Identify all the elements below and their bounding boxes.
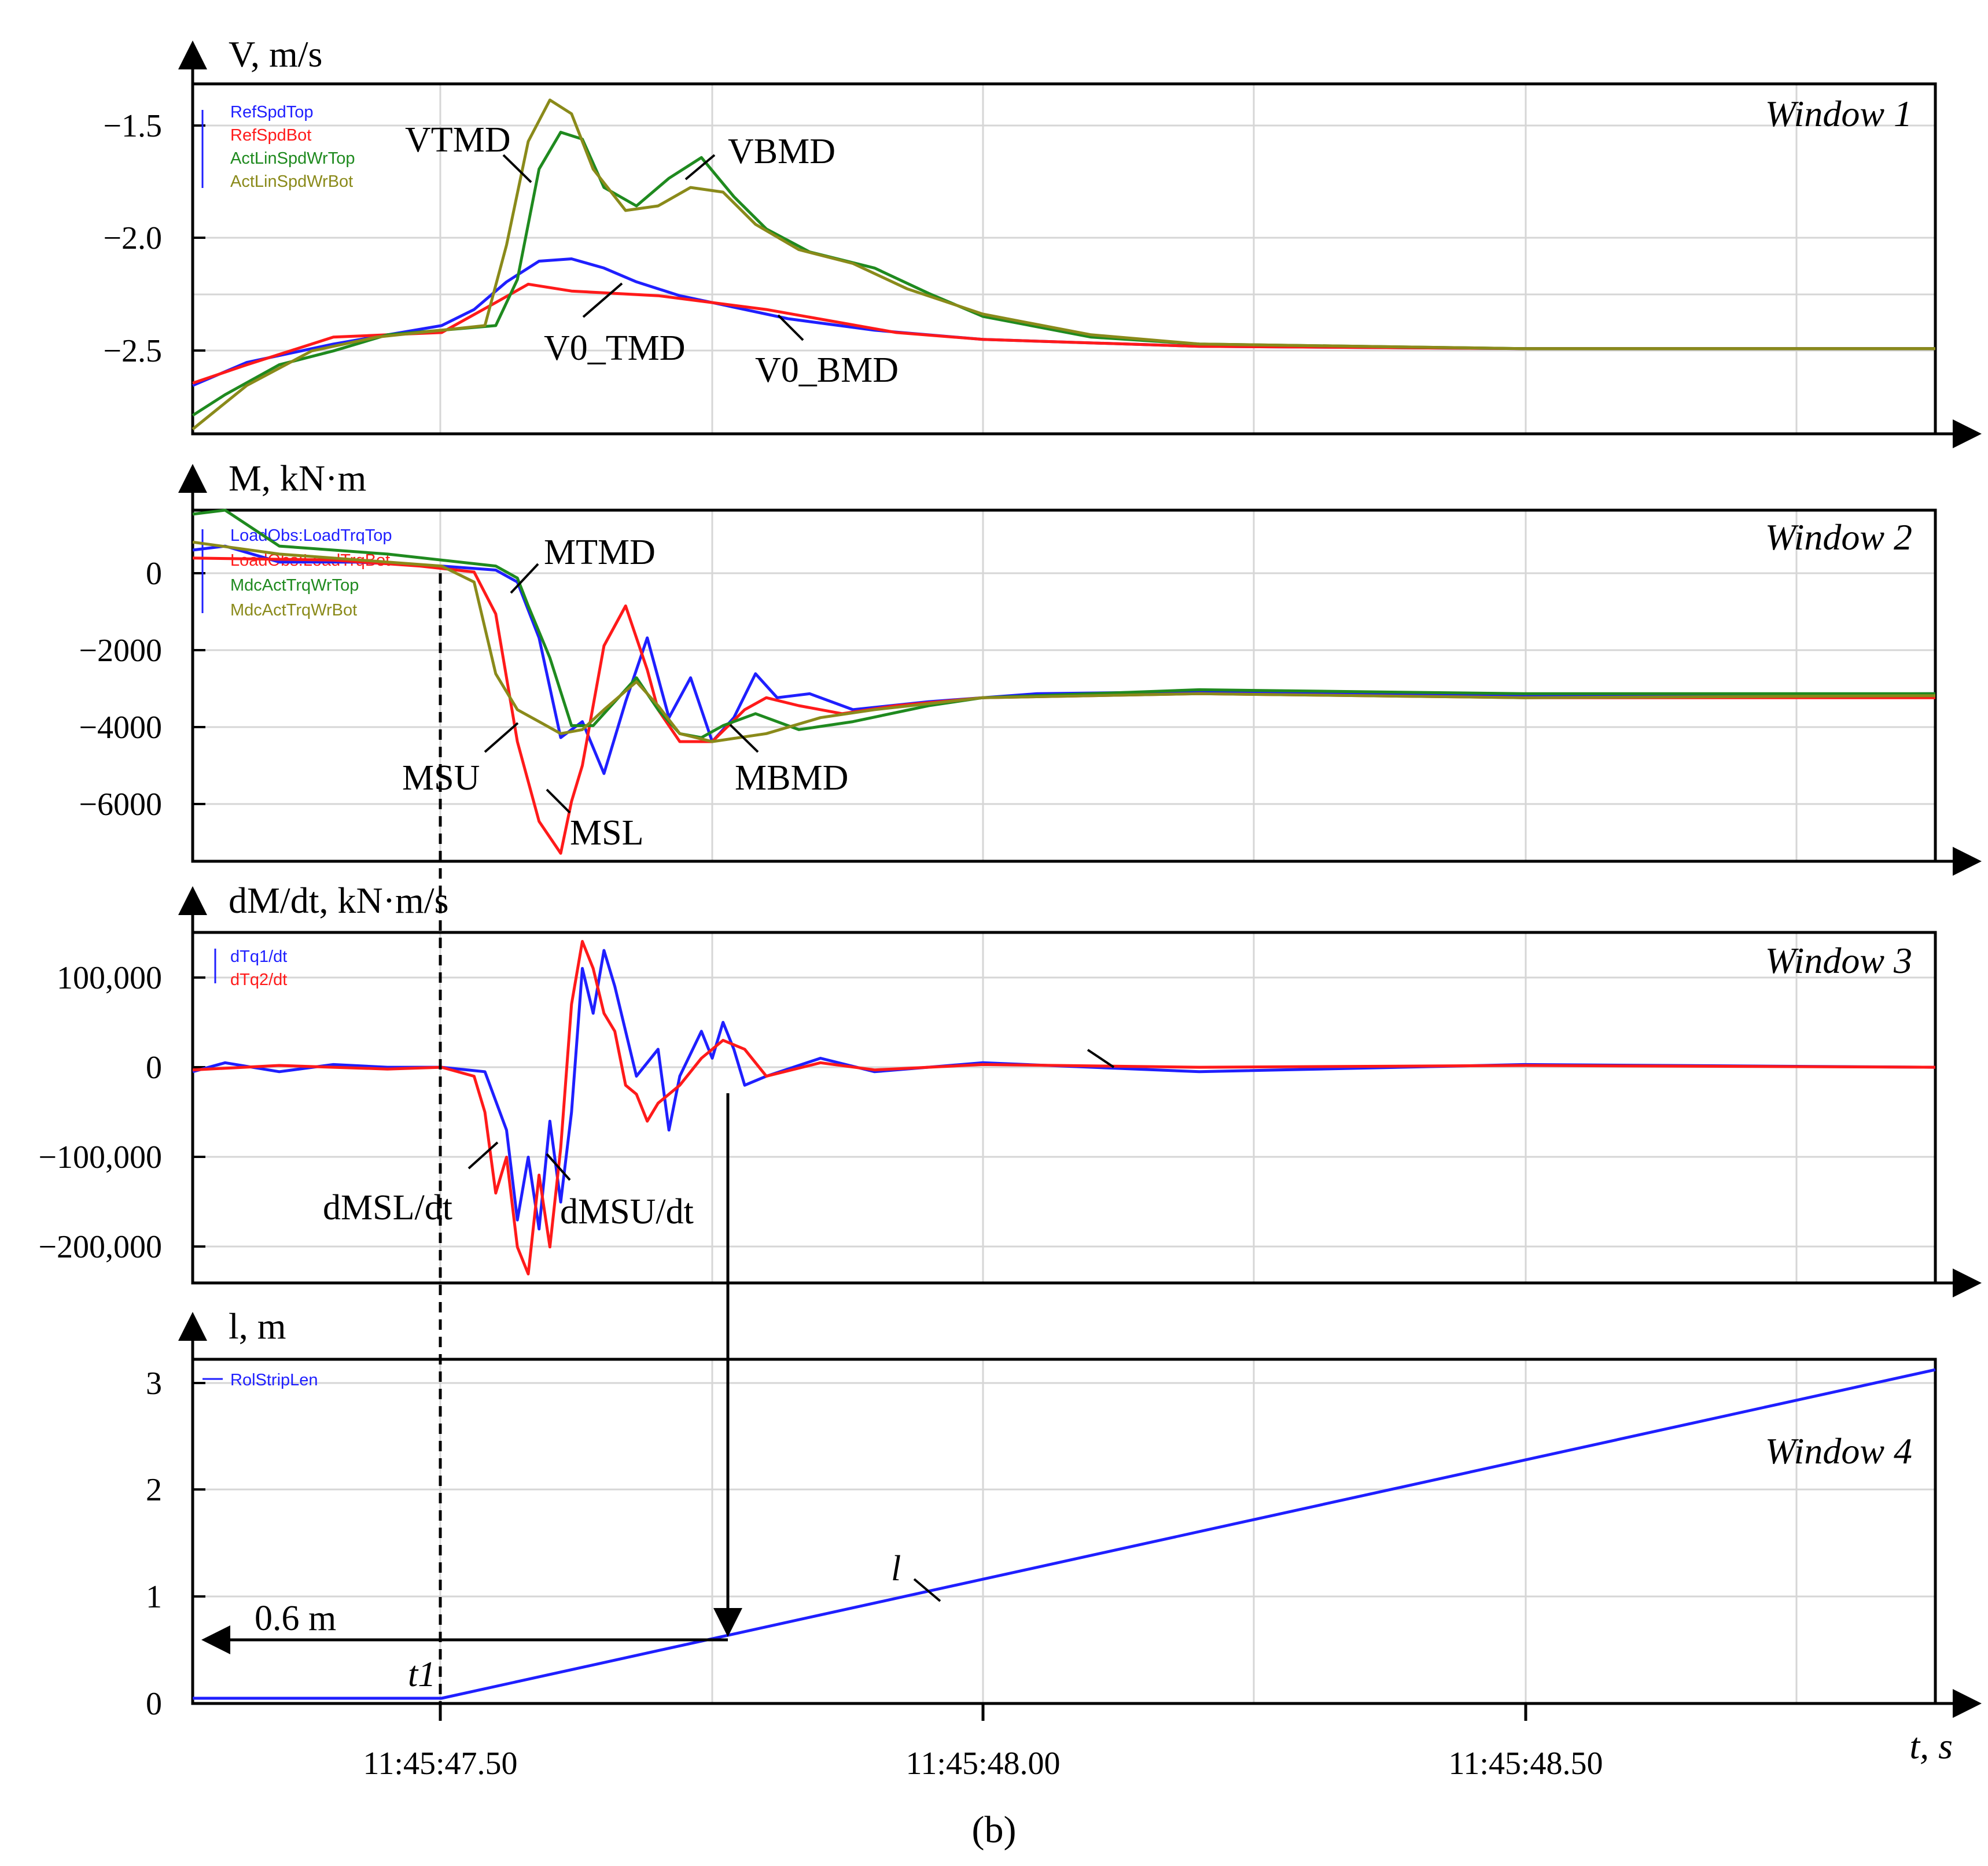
ylabel-window-4: l, m — [229, 1306, 286, 1347]
ytick-label: −2.0 — [103, 220, 162, 256]
ytick-label: 0 — [146, 556, 162, 592]
ytick-label: −2000 — [79, 633, 162, 669]
plot-area-window-1 — [192, 98, 1935, 430]
panel-window-2: M, kN·m Window 2 0 −2000 −4000 −6000 Loa… — [79, 458, 1982, 876]
series-line-refspdbot — [192, 282, 1935, 385]
ylabel-window-1: V, m/s — [229, 34, 322, 75]
grid-window-1 — [193, 84, 1935, 434]
grid-window-2 — [193, 510, 1935, 861]
panel-window-1: V, m/s Window 1 −1.5 −2.0 −2.5 RefSpdTop… — [103, 34, 1982, 448]
annotation-msl: MSL — [570, 813, 643, 853]
ylabel-window-3: dM/dt, kN·m/s — [229, 880, 448, 921]
window-label-1: Window 1 — [1765, 93, 1912, 134]
window-label-2: Window 2 — [1765, 517, 1912, 558]
legend-item: LoadObs:LoadTrqTop — [230, 526, 392, 545]
ytick-label: 1 — [146, 1579, 162, 1615]
ytick-label: −1.5 — [103, 108, 162, 144]
annotation-vbmd: VBMD — [728, 132, 835, 171]
ytick-label: 0 — [146, 1686, 162, 1722]
annotation-mbmd: MBMD — [735, 758, 848, 798]
panel-window-3: dM/dt, kN·m/s Window 3 100,000 0 −100,00… — [38, 880, 1982, 1297]
x-axis: 11:45:47.50 11:45:48.00 11:45:48.50 t, s — [363, 1703, 1953, 1782]
series-line-actlinspdwrtop — [192, 131, 1935, 417]
x-axis-label: t, s — [1909, 1725, 1953, 1767]
annotation-dmsu-dt: dMSU/dt — [560, 1192, 694, 1231]
annotation-mtmd: MTMD — [544, 533, 656, 572]
window-label-3: Window 3 — [1765, 940, 1912, 981]
legend-window-4: RolStripLen — [203, 1371, 318, 1389]
series-line-rolstriplen — [193, 1368, 1936, 1700]
legend-item: dTq2/dt — [230, 971, 287, 989]
legend-item: ActLinSpdWrTop — [230, 149, 355, 168]
legend-item: RolStripLen — [230, 1371, 318, 1389]
legend-item: RefSpdBot — [230, 126, 311, 145]
annotation-t1: t1 — [408, 1655, 436, 1694]
series-line-mdcacttrqwrtop — [192, 508, 1935, 739]
ytick-label: 100,000 — [57, 960, 162, 996]
figure-caption: (b) — [972, 1809, 1017, 1851]
xtick-label: 11:45:48.00 — [905, 1746, 1060, 1782]
ytick-label: −100,000 — [38, 1139, 162, 1175]
series-line-actlinspdwrbot — [192, 98, 1935, 430]
series-line-loadobs-loadtrqtop — [192, 544, 1936, 775]
legend-item: RefSpdTop — [230, 103, 314, 121]
legend-window-1: RefSpdTop RefSpdBot ActLinSpdWrTop ActLi… — [201, 103, 355, 191]
legend-window-3: dTq1/dt dTq2/dt — [214, 947, 287, 989]
annotation-dmsl-dt: dMSL/dt — [323, 1188, 452, 1227]
ytick-label: −2.5 — [103, 333, 162, 369]
annotations-window-3: dMSL/dt dMSU/dt — [323, 1049, 1115, 1231]
annotation-l: l — [891, 1549, 901, 1588]
ytick-label: −6000 — [79, 787, 162, 823]
annotation-v0-bmd: V0_BMD — [755, 351, 899, 390]
frame-window-3 — [191, 931, 1937, 1285]
panel-window-4: l, m Window 4 3 2 1 0 RolStripLen l 0.6 … — [146, 1306, 1982, 1722]
series-line-dtq1-dt — [192, 949, 1936, 1231]
window-label-4: Window 4 — [1765, 1430, 1912, 1472]
legend-item: MdcActTrqWrBot — [230, 601, 357, 619]
series-line-refspdtop — [192, 257, 1935, 387]
legend-item: MdcActTrqWrTop — [230, 576, 359, 595]
legend-item: dTq1/dt — [230, 947, 287, 966]
ylabel-window-2: M, kN·m — [229, 458, 366, 499]
yticks-window-1: −1.5 −2.0 −2.5 — [103, 108, 205, 369]
grid-window-3 — [193, 932, 1935, 1283]
series-line-loadobs-loadtrqbot — [192, 556, 1935, 855]
yticks-window-2: 0 −2000 −4000 −6000 — [79, 556, 205, 823]
annotation-vtmd: VTMD — [405, 120, 511, 160]
plot-area-window-3 — [192, 940, 1936, 1275]
ytick-label: −200,000 — [38, 1229, 162, 1265]
series-line-mdcacttrqwrbot — [192, 540, 1936, 743]
grid-window-4 — [193, 1359, 1935, 1703]
yticks-window-4: 3 2 1 0 — [146, 1366, 205, 1722]
markers — [201, 573, 742, 1703]
plot-area-window-2 — [192, 508, 1936, 855]
frame-window-4 — [191, 1358, 1937, 1705]
annotations-window-1: VTMD VBMD V0_TMD V0_BMD — [405, 120, 899, 390]
annotation-v0-tmd: V0_TMD — [544, 329, 686, 368]
ytick-label: −4000 — [79, 710, 162, 746]
ytick-label: 3 — [146, 1366, 162, 1402]
annotation-0-6m: 0.6 m — [255, 1599, 336, 1638]
xtick-label: 11:45:47.50 — [363, 1746, 517, 1782]
series-line-dtq2-dt — [192, 940, 1936, 1275]
xtick-label: 11:45:48.50 — [1448, 1746, 1603, 1782]
yticks-window-3: 100,000 0 −100,000 −200,000 — [38, 960, 205, 1265]
legend-item: ActLinSpdWrBot — [230, 172, 353, 191]
ytick-label: 2 — [146, 1472, 162, 1508]
annotations-window-4: l 0.6 m t1 — [255, 1549, 941, 1694]
ytick-label: 0 — [146, 1050, 162, 1086]
plot-area-window-4 — [193, 1368, 1936, 1700]
